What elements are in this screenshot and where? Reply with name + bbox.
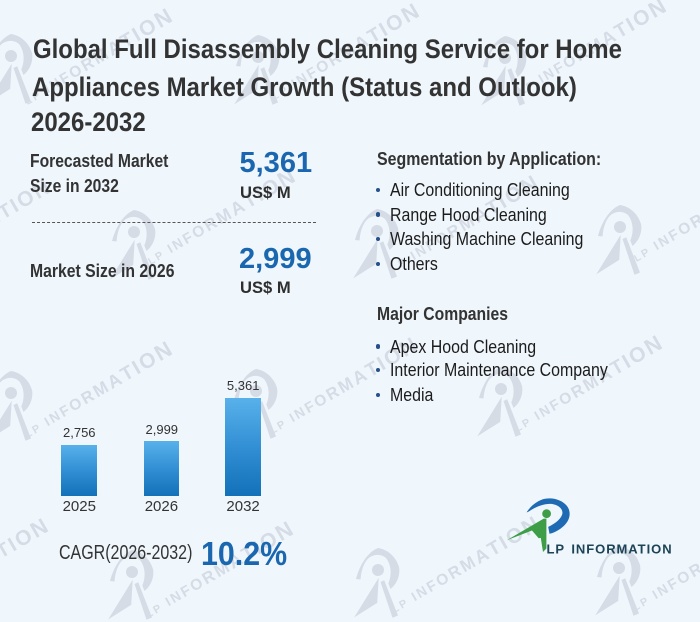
- svg-text:LP INFORMATION: LP INFORMATION: [547, 541, 673, 556]
